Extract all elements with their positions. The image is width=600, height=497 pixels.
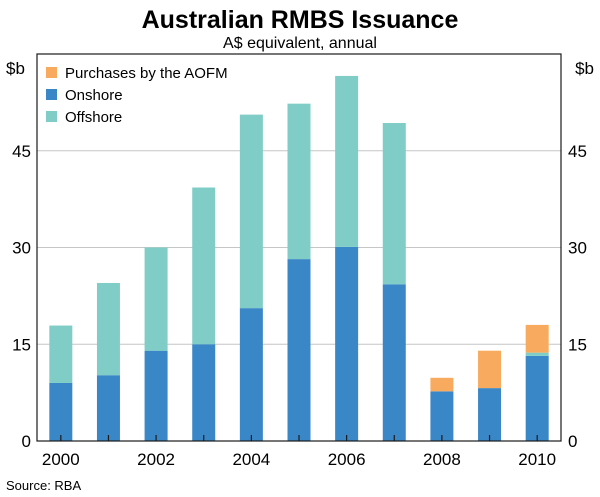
bar-onshore-2002 bbox=[144, 350, 168, 441]
y-right-label-0: 0 bbox=[568, 432, 577, 451]
y-left-label-45: 45 bbox=[12, 142, 31, 161]
bar-offshore-2002 bbox=[144, 247, 168, 351]
bar-purchases-by-the-aofm-2008 bbox=[430, 377, 454, 392]
legend-label-offshore: Offshore bbox=[65, 109, 122, 126]
y-unit-right: $b bbox=[575, 59, 594, 78]
y-left-label-0: 0 bbox=[22, 432, 31, 451]
y-right-label-30: 30 bbox=[568, 239, 587, 258]
bar-offshore-2003 bbox=[192, 187, 216, 345]
bar-offshore-2007 bbox=[382, 123, 406, 285]
chart-title: Australian RMBS Issuance bbox=[142, 6, 459, 34]
source-note: Source: RBA bbox=[6, 478, 81, 493]
bar-onshore-2006 bbox=[335, 246, 359, 441]
x-axis-labels: 2000 2002 2004 2006 2008 2010 bbox=[42, 450, 556, 469]
bar-onshore-2008 bbox=[430, 391, 454, 441]
x-label-2004: 2004 bbox=[232, 450, 270, 469]
bar-offshore-2006 bbox=[335, 75, 359, 247]
x-label-2000: 2000 bbox=[42, 450, 80, 469]
bar-stacks bbox=[49, 75, 549, 441]
y-left-label-15: 15 bbox=[12, 335, 31, 354]
legend-label-onshore: Onshore bbox=[65, 87, 123, 104]
bar-offshore-2004 bbox=[239, 114, 263, 309]
bar-onshore-2001 bbox=[96, 375, 120, 441]
y-right-label-15: 15 bbox=[568, 335, 587, 354]
bar-offshore-2000 bbox=[49, 325, 73, 383]
x-label-2006: 2006 bbox=[328, 450, 366, 469]
bar-purchases-by-the-aofm-2009 bbox=[478, 350, 502, 389]
bar-onshore-2009 bbox=[478, 388, 502, 441]
x-tick-marks bbox=[60, 435, 538, 441]
x-label-2008: 2008 bbox=[423, 450, 461, 469]
bar-onshore-2004 bbox=[239, 308, 263, 441]
x-label-2002: 2002 bbox=[137, 450, 175, 469]
y-axis-right-labels: 0 15 30 45 bbox=[568, 142, 587, 451]
bar-onshore-2007 bbox=[382, 284, 406, 441]
bar-purchases-by-the-aofm-2010 bbox=[525, 324, 549, 353]
legend-swatch-offshore bbox=[46, 111, 57, 122]
legend: Purchases by the AOFM Onshore Offshore bbox=[46, 65, 228, 126]
y-left-label-30: 30 bbox=[12, 239, 31, 258]
y-unit-left: $b bbox=[6, 59, 25, 78]
bar-onshore-2000 bbox=[49, 382, 73, 441]
legend-label-purchases-by-the-aofm: Purchases by the AOFM bbox=[65, 65, 228, 82]
x-label-2010: 2010 bbox=[518, 450, 556, 469]
bar-onshore-2005 bbox=[287, 259, 311, 441]
bar-offshore-2005 bbox=[287, 103, 311, 260]
y-axis-left-labels: 0 15 30 45 bbox=[12, 142, 31, 451]
bar-onshore-2003 bbox=[192, 344, 216, 441]
bar-offshore-2010 bbox=[525, 352, 549, 356]
bar-onshore-2010 bbox=[525, 355, 549, 441]
bar-offshore-2001 bbox=[96, 282, 120, 376]
chart-subtitle: A$ equivalent, annual bbox=[223, 35, 377, 52]
legend-swatch-onshore bbox=[46, 89, 57, 100]
y-right-label-45: 45 bbox=[568, 142, 587, 161]
legend-swatch-purchases-by-the-aofm bbox=[46, 67, 57, 78]
